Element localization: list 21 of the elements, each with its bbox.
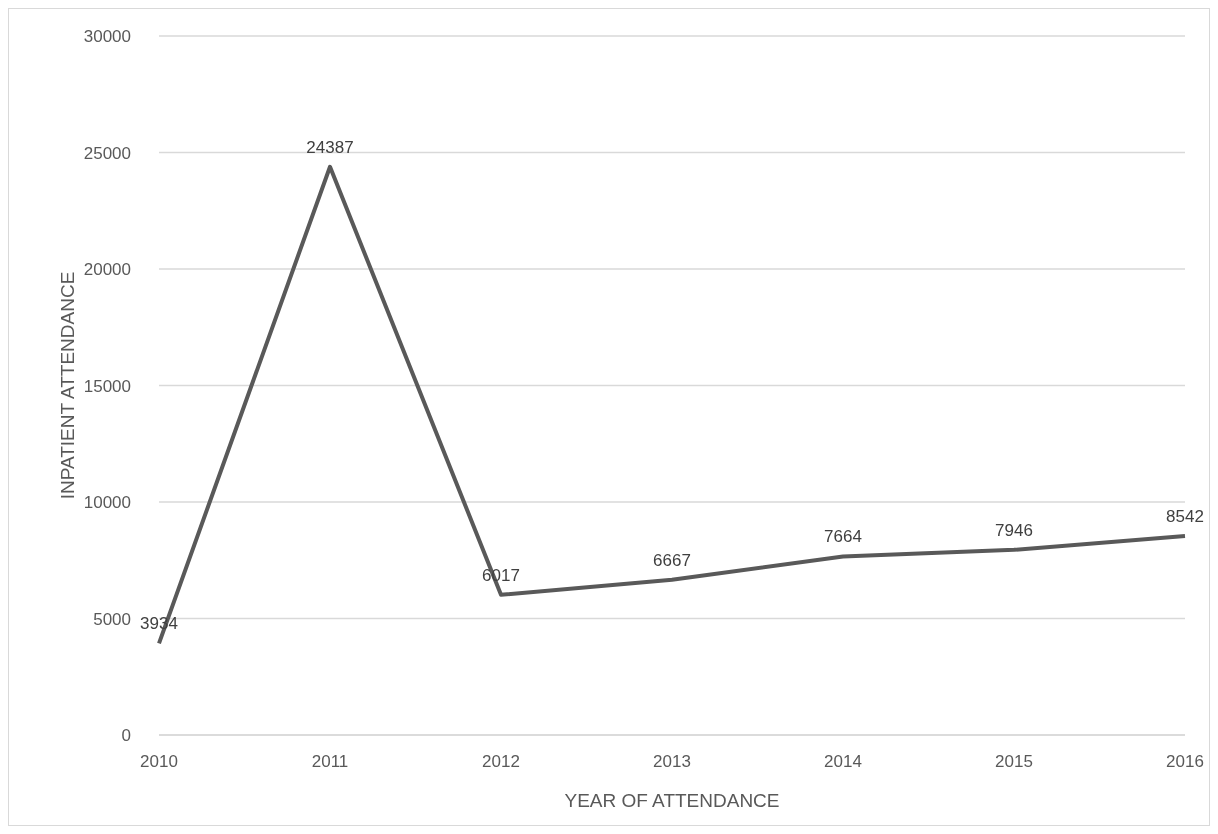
y-axis-title: INPATIENT ATTENDANCE (56, 271, 78, 500)
y-tick-label: 30000 (83, 27, 131, 47)
data-label: 24387 (306, 137, 354, 157)
data-label: 7946 (995, 520, 1033, 540)
x-tick-label: 2015 (995, 752, 1033, 772)
data-label: 6667 (653, 550, 691, 570)
x-tick-label: 2011 (311, 752, 349, 772)
y-tick-label: 20000 (83, 260, 131, 280)
y-tick-label: 25000 (83, 143, 131, 163)
y-tick-label: 0 (121, 726, 131, 746)
x-axis-title: YEAR OF ATTENDANCE (564, 790, 780, 811)
x-tick-label: 2014 (824, 752, 862, 772)
x-tick-label: 2013 (653, 752, 691, 772)
data-label: 8542 (1166, 506, 1204, 526)
y-tick-label: 10000 (83, 493, 131, 513)
data-label: 7664 (824, 527, 862, 547)
y-tick-label: 5000 (93, 609, 131, 629)
x-tick-label: 2016 (1166, 752, 1204, 772)
x-tick-label: 2012 (482, 752, 520, 772)
y-tick-label: 15000 (83, 376, 131, 396)
x-tick-label: 2010 (140, 752, 178, 772)
